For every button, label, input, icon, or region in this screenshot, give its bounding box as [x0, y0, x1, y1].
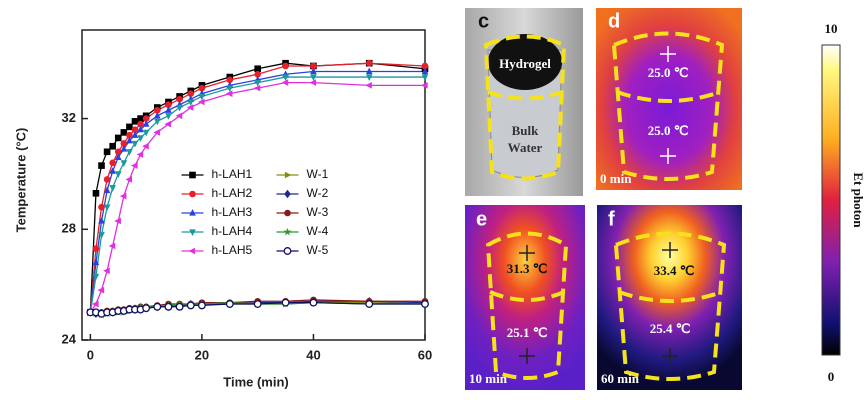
temperature-label: 25.0 ℃ — [648, 65, 689, 80]
temperature-label: 31.3 ℃ — [507, 261, 548, 276]
photo-panel: c Hydrogel Bulk Water — [465, 8, 583, 196]
marker — [109, 143, 116, 150]
series-line — [90, 63, 425, 312]
thermal-panel: e 31.3 ℃ 25.1 ℃ 10 min — [465, 205, 585, 390]
marker — [189, 209, 196, 216]
x-tick-label: 60 — [418, 347, 432, 362]
marker — [282, 299, 289, 306]
temperature-label: 25.0 ℃ — [648, 123, 689, 138]
x-tick-label: 0 — [87, 347, 94, 362]
panel-text: Water — [508, 140, 543, 155]
temperature-label: 25.4 ℃ — [650, 321, 691, 336]
marker — [366, 68, 373, 75]
marker — [93, 245, 100, 252]
marker — [254, 85, 261, 92]
series-line — [90, 72, 425, 313]
marker — [104, 176, 111, 183]
marker — [189, 191, 196, 198]
marker — [109, 185, 116, 192]
colorbar-max: 10 — [825, 21, 838, 36]
marker — [282, 63, 289, 70]
marker — [115, 171, 122, 178]
marker — [176, 105, 183, 112]
thermal-panel: f 33.4 ℃ 25.4 ℃ 60 min — [597, 205, 742, 390]
marker — [98, 204, 105, 211]
series-line — [90, 77, 425, 312]
marker — [366, 74, 373, 81]
marker — [198, 99, 205, 106]
legend-label: W-4 — [307, 224, 329, 238]
marker — [104, 205, 111, 212]
marker — [189, 172, 196, 179]
legend-label: W-1 — [307, 167, 329, 181]
marker — [284, 190, 291, 199]
marker — [365, 82, 372, 89]
y-tick-label: 24 — [62, 331, 77, 346]
x-tick-label: 20 — [195, 347, 209, 362]
legend-label: W-3 — [307, 205, 329, 219]
time-label: 0 min — [600, 171, 632, 186]
figure: Temperature (°C) Time (min) c Hydrogel B… — [0, 0, 867, 400]
marker — [98, 162, 105, 169]
x-tick-label: 40 — [306, 347, 320, 362]
temperature-label: 33.4 ℃ — [654, 263, 695, 278]
marker — [309, 79, 316, 86]
colorbar-min: 0 — [828, 369, 835, 384]
marker — [422, 301, 429, 308]
legend-label: h-LAH5 — [212, 243, 253, 257]
marker — [93, 190, 100, 197]
series-line — [90, 63, 425, 312]
marker — [199, 302, 206, 309]
panel-text: Hydrogel — [499, 56, 551, 71]
marker — [254, 301, 261, 308]
marker — [285, 172, 292, 179]
marker — [154, 303, 161, 310]
marker — [126, 149, 133, 156]
marker — [366, 60, 373, 67]
marker — [282, 79, 289, 86]
thermal-panel: d 25.0 ℃ 25.0 ℃ 0 min — [596, 8, 742, 190]
x-axis-label: Time (min) — [223, 374, 289, 389]
colorbar — [822, 45, 840, 355]
y-tick-label: 32 — [62, 110, 76, 125]
panel-label: d — [608, 10, 620, 32]
thermal-image — [465, 205, 585, 390]
y-axis-label: Temperature (°C) — [13, 128, 28, 233]
marker — [187, 302, 194, 309]
marker — [176, 303, 183, 310]
marker — [189, 248, 196, 255]
legend-label: h-LAH3 — [212, 205, 253, 219]
temperature-label: 25.1 ℃ — [507, 325, 548, 340]
marker — [284, 210, 291, 217]
marker — [422, 74, 429, 81]
time-label: 10 min — [469, 371, 508, 386]
time-label: 60 min — [601, 371, 640, 386]
panel-label: c — [478, 10, 489, 32]
marker — [92, 301, 99, 308]
legend-label: h-LAH1 — [212, 167, 253, 181]
panel-label: e — [476, 208, 487, 230]
marker — [165, 303, 172, 310]
marker — [284, 248, 291, 255]
legend-label: W-5 — [307, 243, 329, 257]
marker — [226, 301, 233, 308]
marker — [226, 90, 233, 97]
legend-label: h-LAH2 — [212, 186, 253, 200]
marker — [310, 299, 317, 306]
marker — [121, 160, 128, 167]
legend-label: h-LAH4 — [212, 224, 253, 238]
legend-label: W-2 — [307, 186, 329, 200]
marker — [189, 229, 196, 236]
marker — [143, 305, 150, 312]
panel-label: f — [608, 208, 615, 230]
marker — [153, 129, 160, 136]
panel-text: Bulk — [512, 123, 540, 138]
marker — [142, 143, 149, 150]
marker — [366, 301, 373, 308]
y-tick-label: 28 — [62, 221, 76, 236]
legend: h-LAH1 h-LAH2 h-LAH3 h-LAH4 h-LAH5 W-1 W-2 W-3 W… — [182, 167, 329, 257]
colorbar-title: Et photon — [851, 172, 866, 228]
marker — [109, 160, 116, 167]
